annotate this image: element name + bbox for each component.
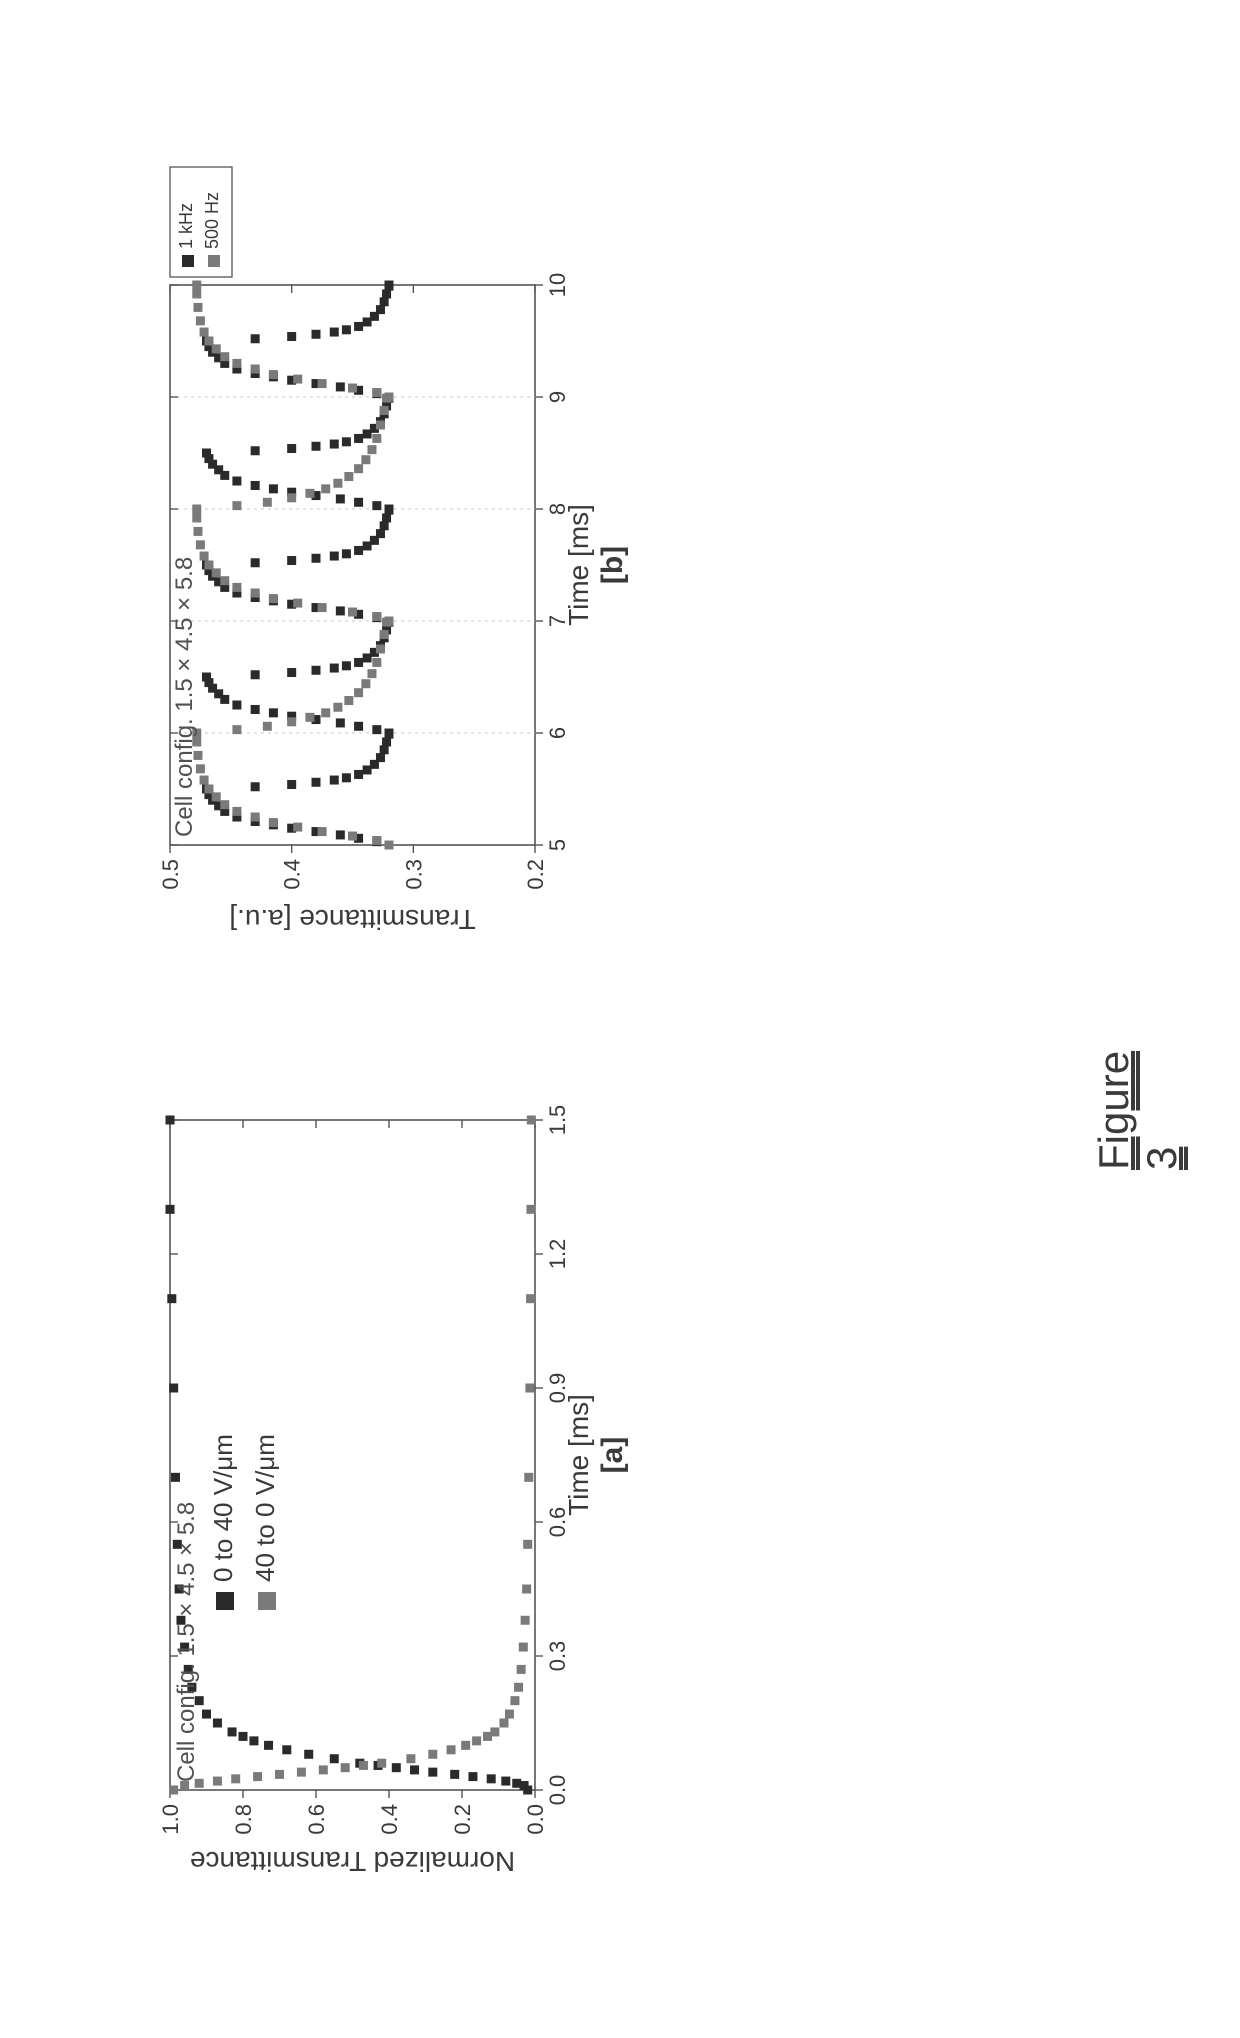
svg-text:Time [ms]: Time [ms] xyxy=(563,1394,594,1516)
svg-text:1.0: 1.0 xyxy=(158,1804,183,1835)
svg-text:0.3: 0.3 xyxy=(401,859,426,890)
svg-text:0.5: 0.5 xyxy=(158,859,183,890)
svg-text:0.0: 0.0 xyxy=(545,1775,570,1806)
svg-text:0.3: 0.3 xyxy=(545,1641,570,1672)
svg-text:9: 9 xyxy=(545,391,570,403)
svg-text:Transmittance [a.u.]: Transmittance [a.u.] xyxy=(229,904,475,935)
svg-text:0.6: 0.6 xyxy=(304,1804,329,1835)
svg-text:Normalized Transmittance: Normalized Transmittance xyxy=(190,1846,515,1877)
svg-text:0.4: 0.4 xyxy=(280,859,305,890)
svg-text:[a]: [a] xyxy=(596,1437,629,1474)
svg-text:Cell config. 1.5 × 4.5 × 5.8: Cell config. 1.5 × 4.5 × 5.8 xyxy=(173,1502,200,1782)
svg-text:6: 6 xyxy=(545,727,570,739)
svg-text:0.2: 0.2 xyxy=(523,859,548,890)
figure-caption: Figure 3 xyxy=(1090,1051,1186,1170)
svg-text:Cell config. 1.5 × 4.5 × 5.8: Cell config. 1.5 × 4.5 × 5.8 xyxy=(171,557,198,837)
svg-text:0 to 40 V/μm: 0 to 40 V/μm xyxy=(208,1434,238,1582)
page: { "caption": "Figure 3", "chart_a": { "t… xyxy=(0,0,1240,2038)
svg-text:0.4: 0.4 xyxy=(377,1804,402,1835)
svg-text:10: 10 xyxy=(545,273,570,297)
chart-b-svg: 56789100.20.30.40.5Cell config. 1.5 × 4.… xyxy=(150,160,630,940)
chart-a-svg: 0.00.30.60.91.21.50.00.20.40.60.81.0Cell… xyxy=(150,1100,630,1880)
svg-text:1.2: 1.2 xyxy=(545,1239,570,1270)
svg-text:0.0: 0.0 xyxy=(523,1804,548,1835)
svg-text:1.5: 1.5 xyxy=(545,1105,570,1136)
svg-text:Time [ms]: Time [ms] xyxy=(563,504,594,626)
svg-text:0.8: 0.8 xyxy=(231,1804,256,1835)
svg-text:500 Hz: 500 Hz xyxy=(202,192,222,249)
svg-text:5: 5 xyxy=(545,839,570,851)
svg-text:40 to 0 V/μm: 40 to 0 V/μm xyxy=(250,1434,280,1582)
svg-text:[b]: [b] xyxy=(596,546,629,584)
svg-text:0.2: 0.2 xyxy=(450,1804,475,1835)
svg-text:1 kHz: 1 kHz xyxy=(176,203,196,249)
